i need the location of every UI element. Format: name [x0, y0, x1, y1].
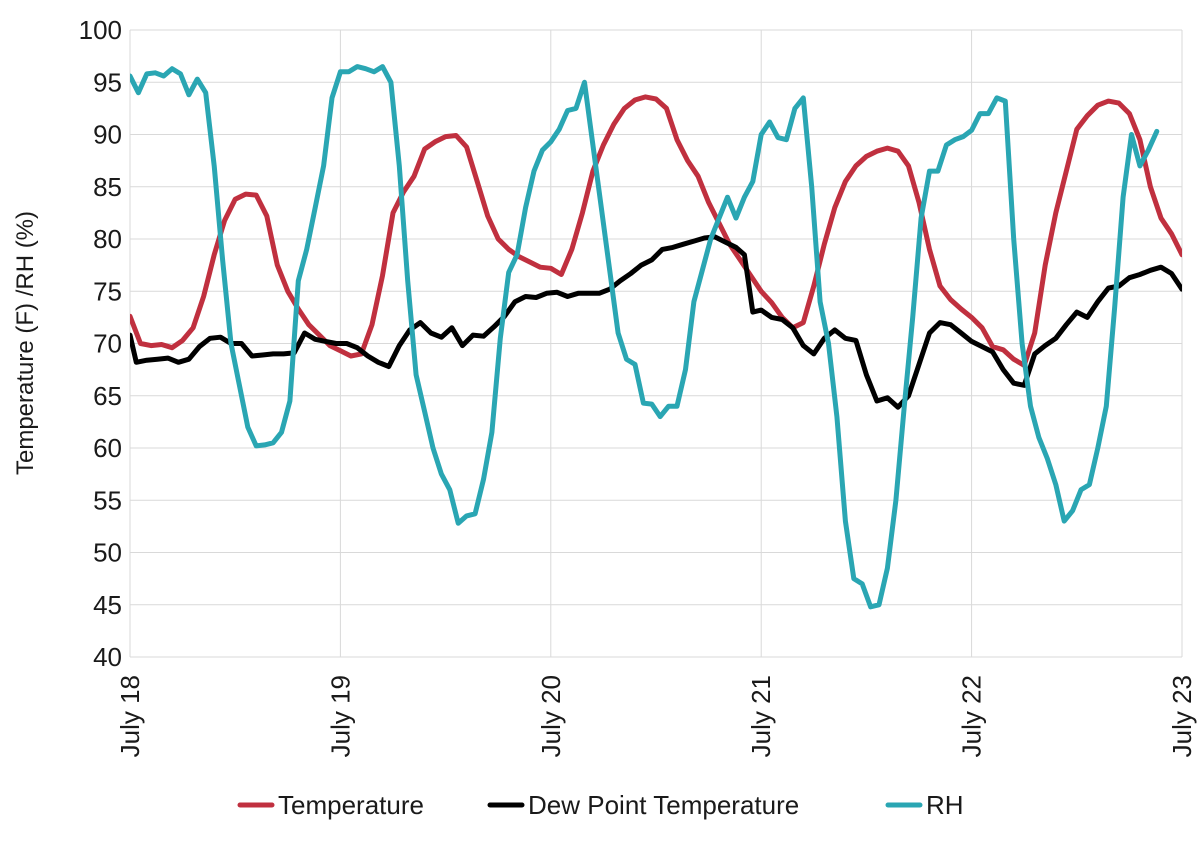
y-tick-label: 90 — [93, 120, 122, 150]
y-tick-label: 60 — [93, 433, 122, 463]
y-axis: 40 45 50 55 60 65 70 75 80 85 90 95 100 — [79, 15, 122, 672]
legend: Temperature Dew Point Temperature RH — [237, 790, 964, 820]
y-tick-label: 85 — [93, 172, 122, 202]
legend-label: RH — [926, 790, 964, 820]
y-tick-label: 75 — [93, 276, 122, 306]
y-tick-label: 100 — [79, 15, 122, 45]
legend-label: Dew Point Temperature — [528, 790, 799, 820]
y-tick-label: 80 — [93, 224, 122, 254]
series-line-temperature — [130, 94, 1182, 368]
y-tick-label: 50 — [93, 538, 122, 568]
x-tick-label: July 19 — [325, 675, 355, 757]
x-tick-label: July 20 — [536, 675, 566, 757]
legend-label: Temperature — [278, 790, 424, 820]
y-tick-label: 40 — [93, 642, 122, 672]
series-line-rh — [130, 64, 1160, 610]
x-tick-label: July 23 — [1167, 675, 1197, 757]
y-tick-label: 95 — [93, 67, 122, 97]
series-line-dew-point-temperature — [130, 234, 1182, 410]
x-tick-label: July 18 — [115, 675, 145, 757]
y-axis-title: Temperature (F) /RH (%) — [12, 211, 39, 475]
x-tick-label: July 22 — [957, 675, 987, 757]
x-tick-label: July 21 — [746, 675, 776, 757]
y-tick-label: 70 — [93, 329, 122, 359]
y-tick-label: 65 — [93, 381, 122, 411]
series-layer — [130, 64, 1182, 610]
y-tick-label: 45 — [93, 590, 122, 620]
x-axis: July 18 July 19 July 20 July 21 July 22 July … — [115, 675, 1197, 757]
y-tick-label: 55 — [93, 485, 122, 515]
